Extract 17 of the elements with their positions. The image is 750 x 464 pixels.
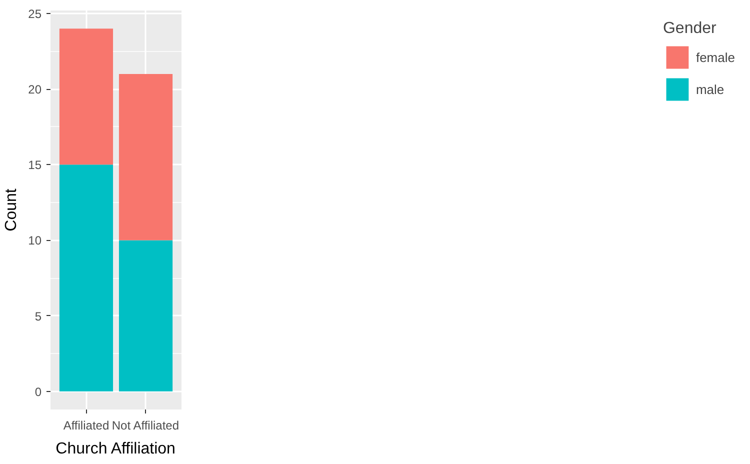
legend-label: female — [696, 48, 735, 66]
bar — [59, 28, 114, 165]
y-tick-label: 15 — [28, 158, 42, 172]
y-tick-label: 0 — [34, 384, 42, 399]
y-tick-label: 10 — [28, 234, 42, 248]
legend-title: Gender — [662, 20, 718, 38]
y-tick-label: 20 — [28, 82, 42, 97]
x-tick-label: Affiliated — [63, 418, 110, 432]
y-tick-label: 25 — [28, 7, 42, 22]
x-axis-title: Church Affiliation — [56, 440, 176, 458]
legend-label: male — [696, 80, 724, 98]
y-axis-title: Count — [3, 188, 20, 232]
bar — [59, 164, 114, 392]
bar — [118, 74, 173, 240]
x-tick-label: Not Affiliated — [112, 418, 180, 432]
bar — [118, 240, 173, 392]
y-tick-label: 5 — [34, 309, 42, 324]
